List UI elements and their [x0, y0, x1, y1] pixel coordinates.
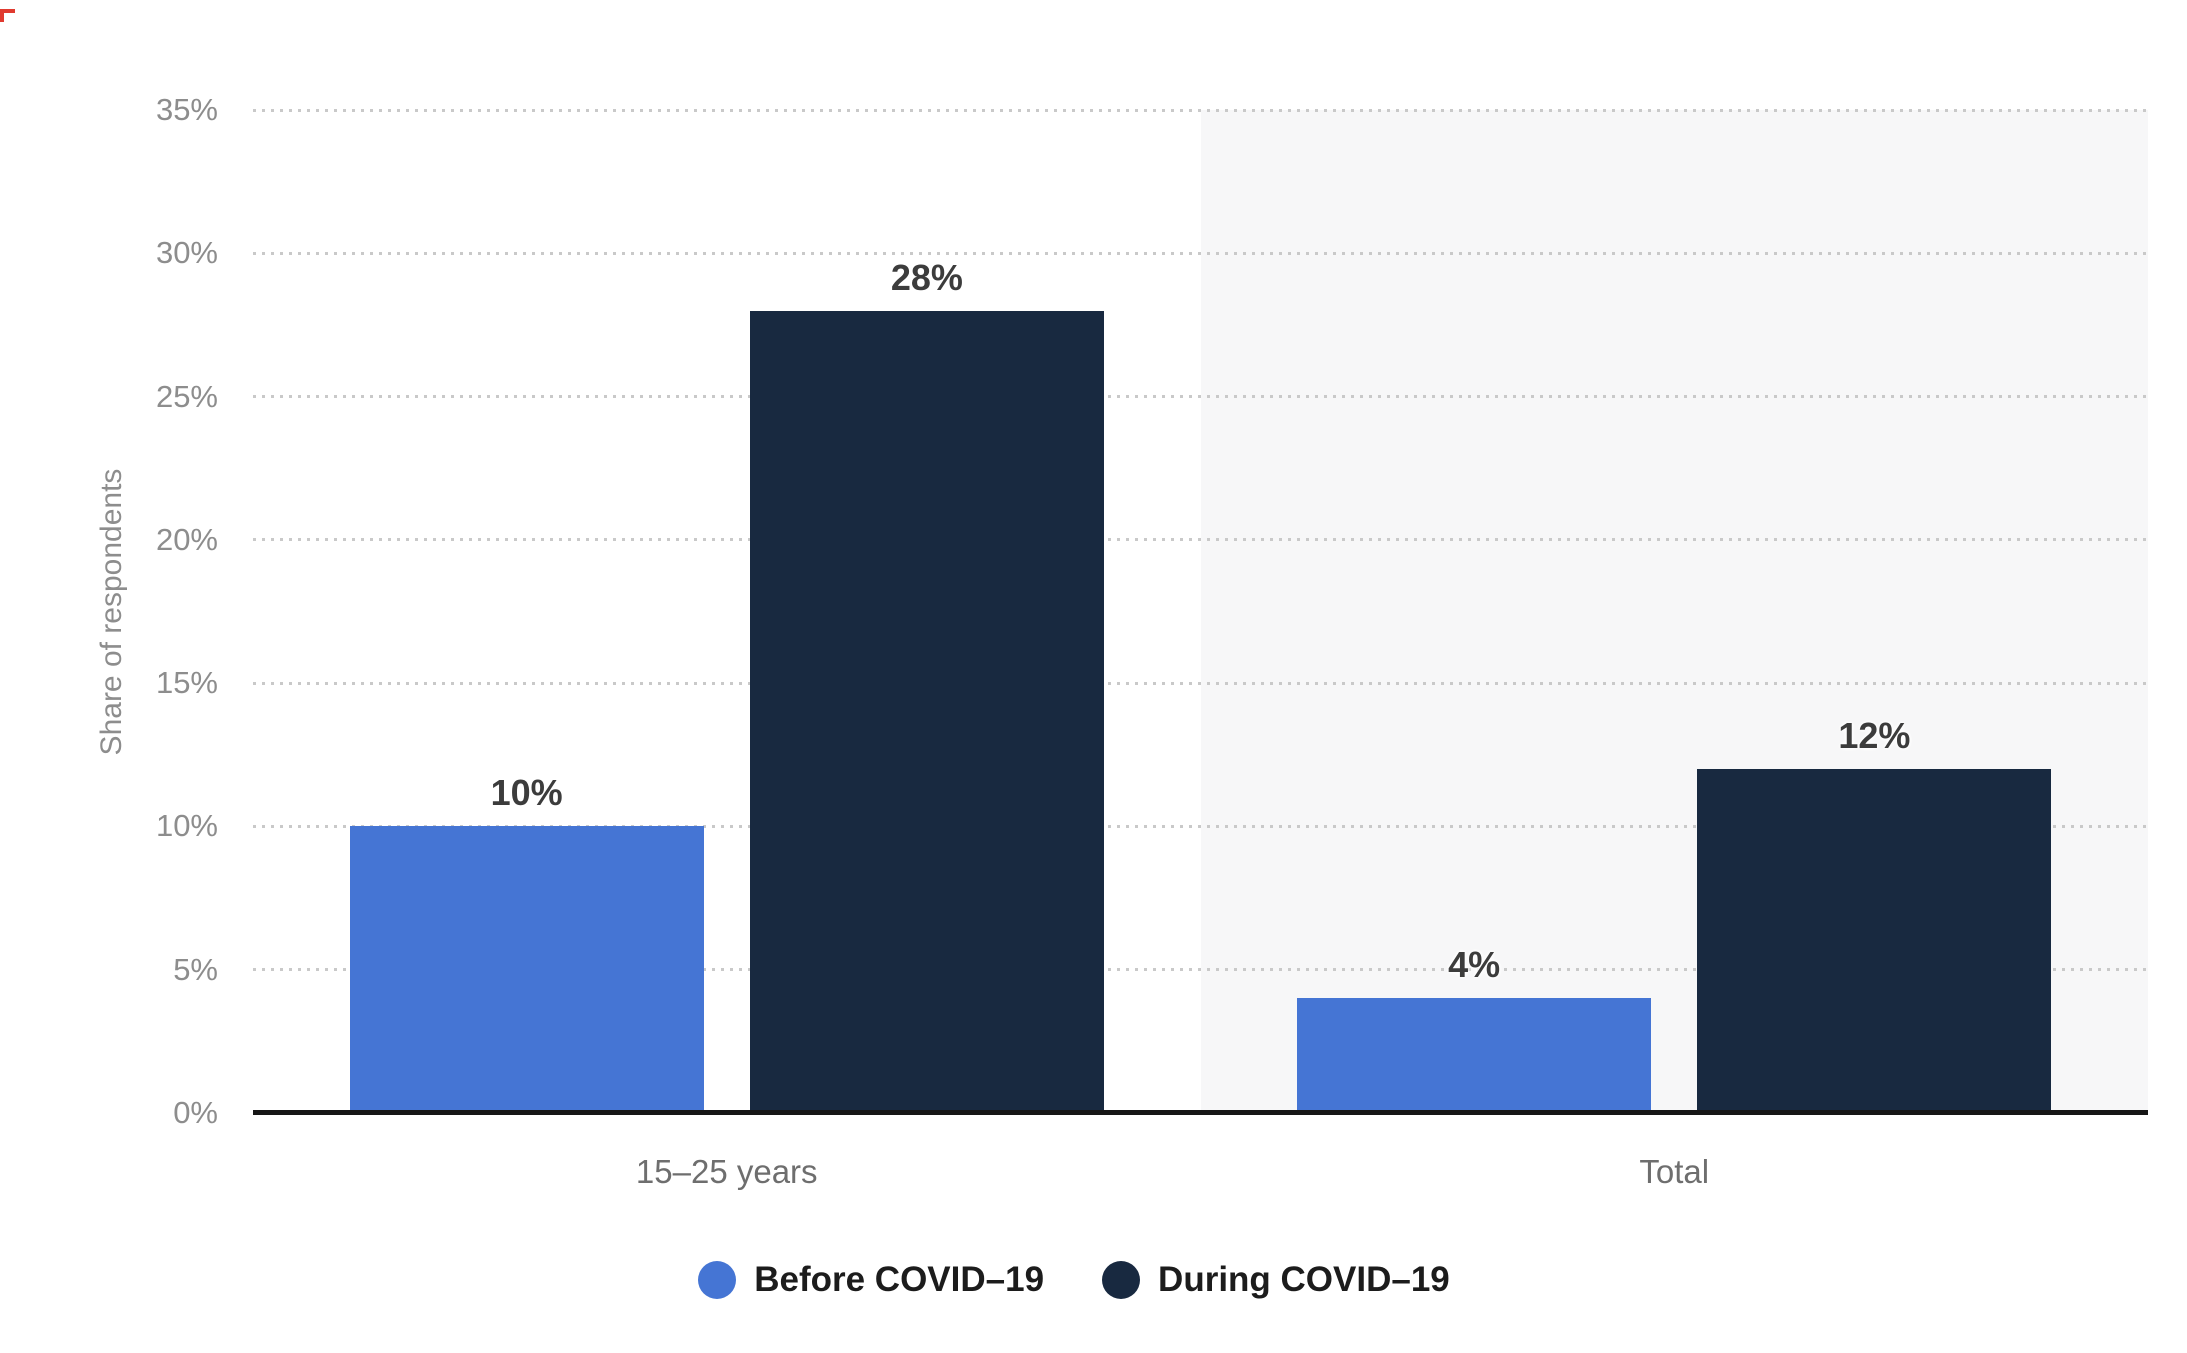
- y-axis-title-text: Share of respondents: [95, 468, 128, 756]
- value-label-before-covid-19-total: 4%: [1448, 944, 1501, 986]
- x-axis-line: [253, 1110, 2148, 1115]
- legend-label-before-covid-19: Before COVID–19: [754, 1260, 1045, 1299]
- y-tick-label-20: 20%: [155, 521, 218, 557]
- x-axis-label-15-25-years: 15–25 years: [635, 1153, 818, 1190]
- y-tick-label-15: 15%: [155, 665, 218, 701]
- bar-before-covid-19-total[interactable]: [1297, 998, 1652, 1113]
- y-tick-label-25: 25%: [155, 378, 218, 414]
- y-tick-label-30: 30%: [155, 235, 218, 271]
- y-tick-label-35: 35%: [155, 92, 218, 127]
- bar-during-covid-19-total[interactable]: [1697, 769, 2052, 1113]
- gridline-30: [253, 251, 2148, 255]
- legend-dot-before-covid-19: [698, 1261, 737, 1299]
- x-axis-label-total: Total: [1639, 1153, 1710, 1190]
- y-tick-label-0: 0%: [173, 1095, 218, 1130]
- screen-corner-artifact: [0, 9, 15, 22]
- y-tick-label-5: 5%: [173, 951, 218, 987]
- y-tick-label-10: 10%: [155, 808, 218, 844]
- legend: Before COVID–19 During COVID–19: [0, 1244, 2148, 1316]
- value-label-during-covid-19-total: 12%: [1838, 715, 1911, 757]
- legend-dot-during-covid-19: [1102, 1261, 1141, 1299]
- gridline-35: [253, 108, 2148, 112]
- gridline-15: [253, 681, 2148, 685]
- gridline-5: [253, 968, 2148, 972]
- bar-before-covid-19-15-25-years[interactable]: [349, 826, 704, 1113]
- value-label-before-covid-19-15-25-years: 10%: [490, 772, 563, 814]
- gridline-10: [253, 824, 2148, 828]
- gridline-20: [253, 538, 2148, 542]
- bar-during-covid-19-15-25-years[interactable]: [749, 310, 1104, 1113]
- legend-item-before-covid-19[interactable]: Before COVID–19: [698, 1258, 1044, 1302]
- plot-area: 10% 4% 28% 12%: [253, 108, 2148, 1115]
- legend-label-during-covid-19: During COVID–19: [1158, 1260, 1450, 1299]
- gridline-25: [253, 395, 2148, 399]
- legend-item-during-covid-19[interactable]: During COVID–19: [1102, 1258, 1450, 1302]
- value-label-during-covid-19-15-25-years: 28%: [890, 256, 963, 298]
